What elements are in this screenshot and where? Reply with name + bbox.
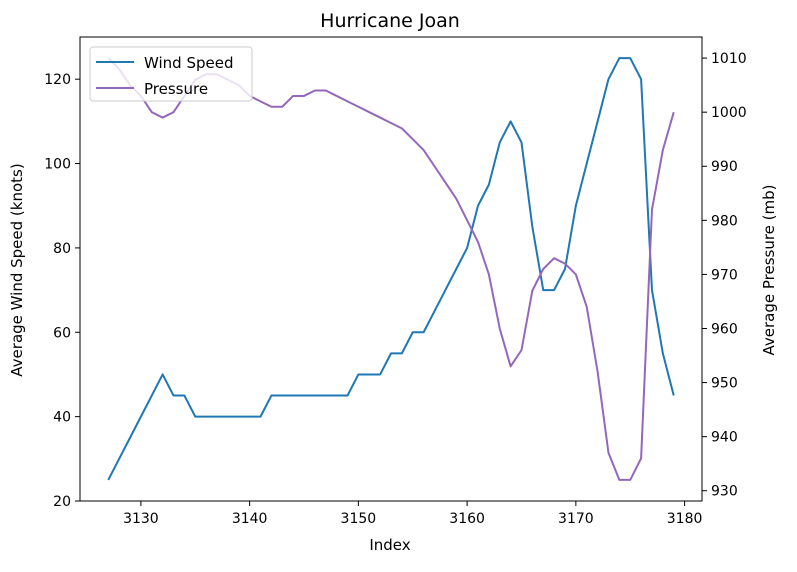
y-right-tick-label: 930: [711, 484, 738, 500]
plot-frame: [79, 36, 703, 502]
y-right-tick-label: 940: [711, 430, 738, 446]
x-tick-label: 3170: [558, 511, 594, 527]
y-right-tick-label: 990: [711, 159, 738, 175]
y-right-tick-label: 970: [711, 267, 738, 283]
series-layer: [107, 57, 675, 481]
y-right-tick-label: 950: [711, 376, 738, 392]
legend-label-wind-speed: Wind Speed: [144, 54, 234, 72]
legend: Wind Speed Pressure: [89, 46, 253, 102]
y-left-tick-label: 100: [44, 157, 71, 173]
x-tick-label: 3160: [449, 511, 485, 527]
x-tick-label: 3140: [232, 511, 268, 527]
legend-label-pressure: Pressure: [144, 80, 208, 98]
x-tick-label: 3150: [341, 511, 377, 527]
axes-layer: 3130 3140 3150 3160 3170 3180 20 40 60 80 100 120 93…: [44, 36, 747, 527]
y-left-tick-label: 20: [53, 494, 71, 510]
series-line-pressure: [107, 57, 675, 481]
y-axis-right-label: Average Pressure (mb): [760, 184, 778, 355]
y-right-tick-label: 960: [711, 321, 738, 337]
y-axis-left-label: Average Wind Speed (knots): [8, 163, 26, 376]
x-tick-label: 3130: [123, 511, 159, 527]
y-left-tick-label: 60: [53, 325, 71, 341]
x-axis-label: Index: [369, 536, 410, 554]
y-right-tick-label: 1010: [711, 51, 747, 67]
y-left-tick-label: 40: [53, 410, 71, 426]
chart-title: Hurricane Joan: [320, 10, 460, 32]
y-left-tick-label: 80: [53, 241, 71, 257]
y-left-tick-label: 120: [44, 72, 71, 88]
y-right-tick-label: 980: [711, 213, 738, 229]
x-tick-label: 3180: [667, 511, 703, 527]
series-line-wind-speed: [107, 57, 675, 481]
y-right-tick-label: 1000: [711, 105, 747, 121]
